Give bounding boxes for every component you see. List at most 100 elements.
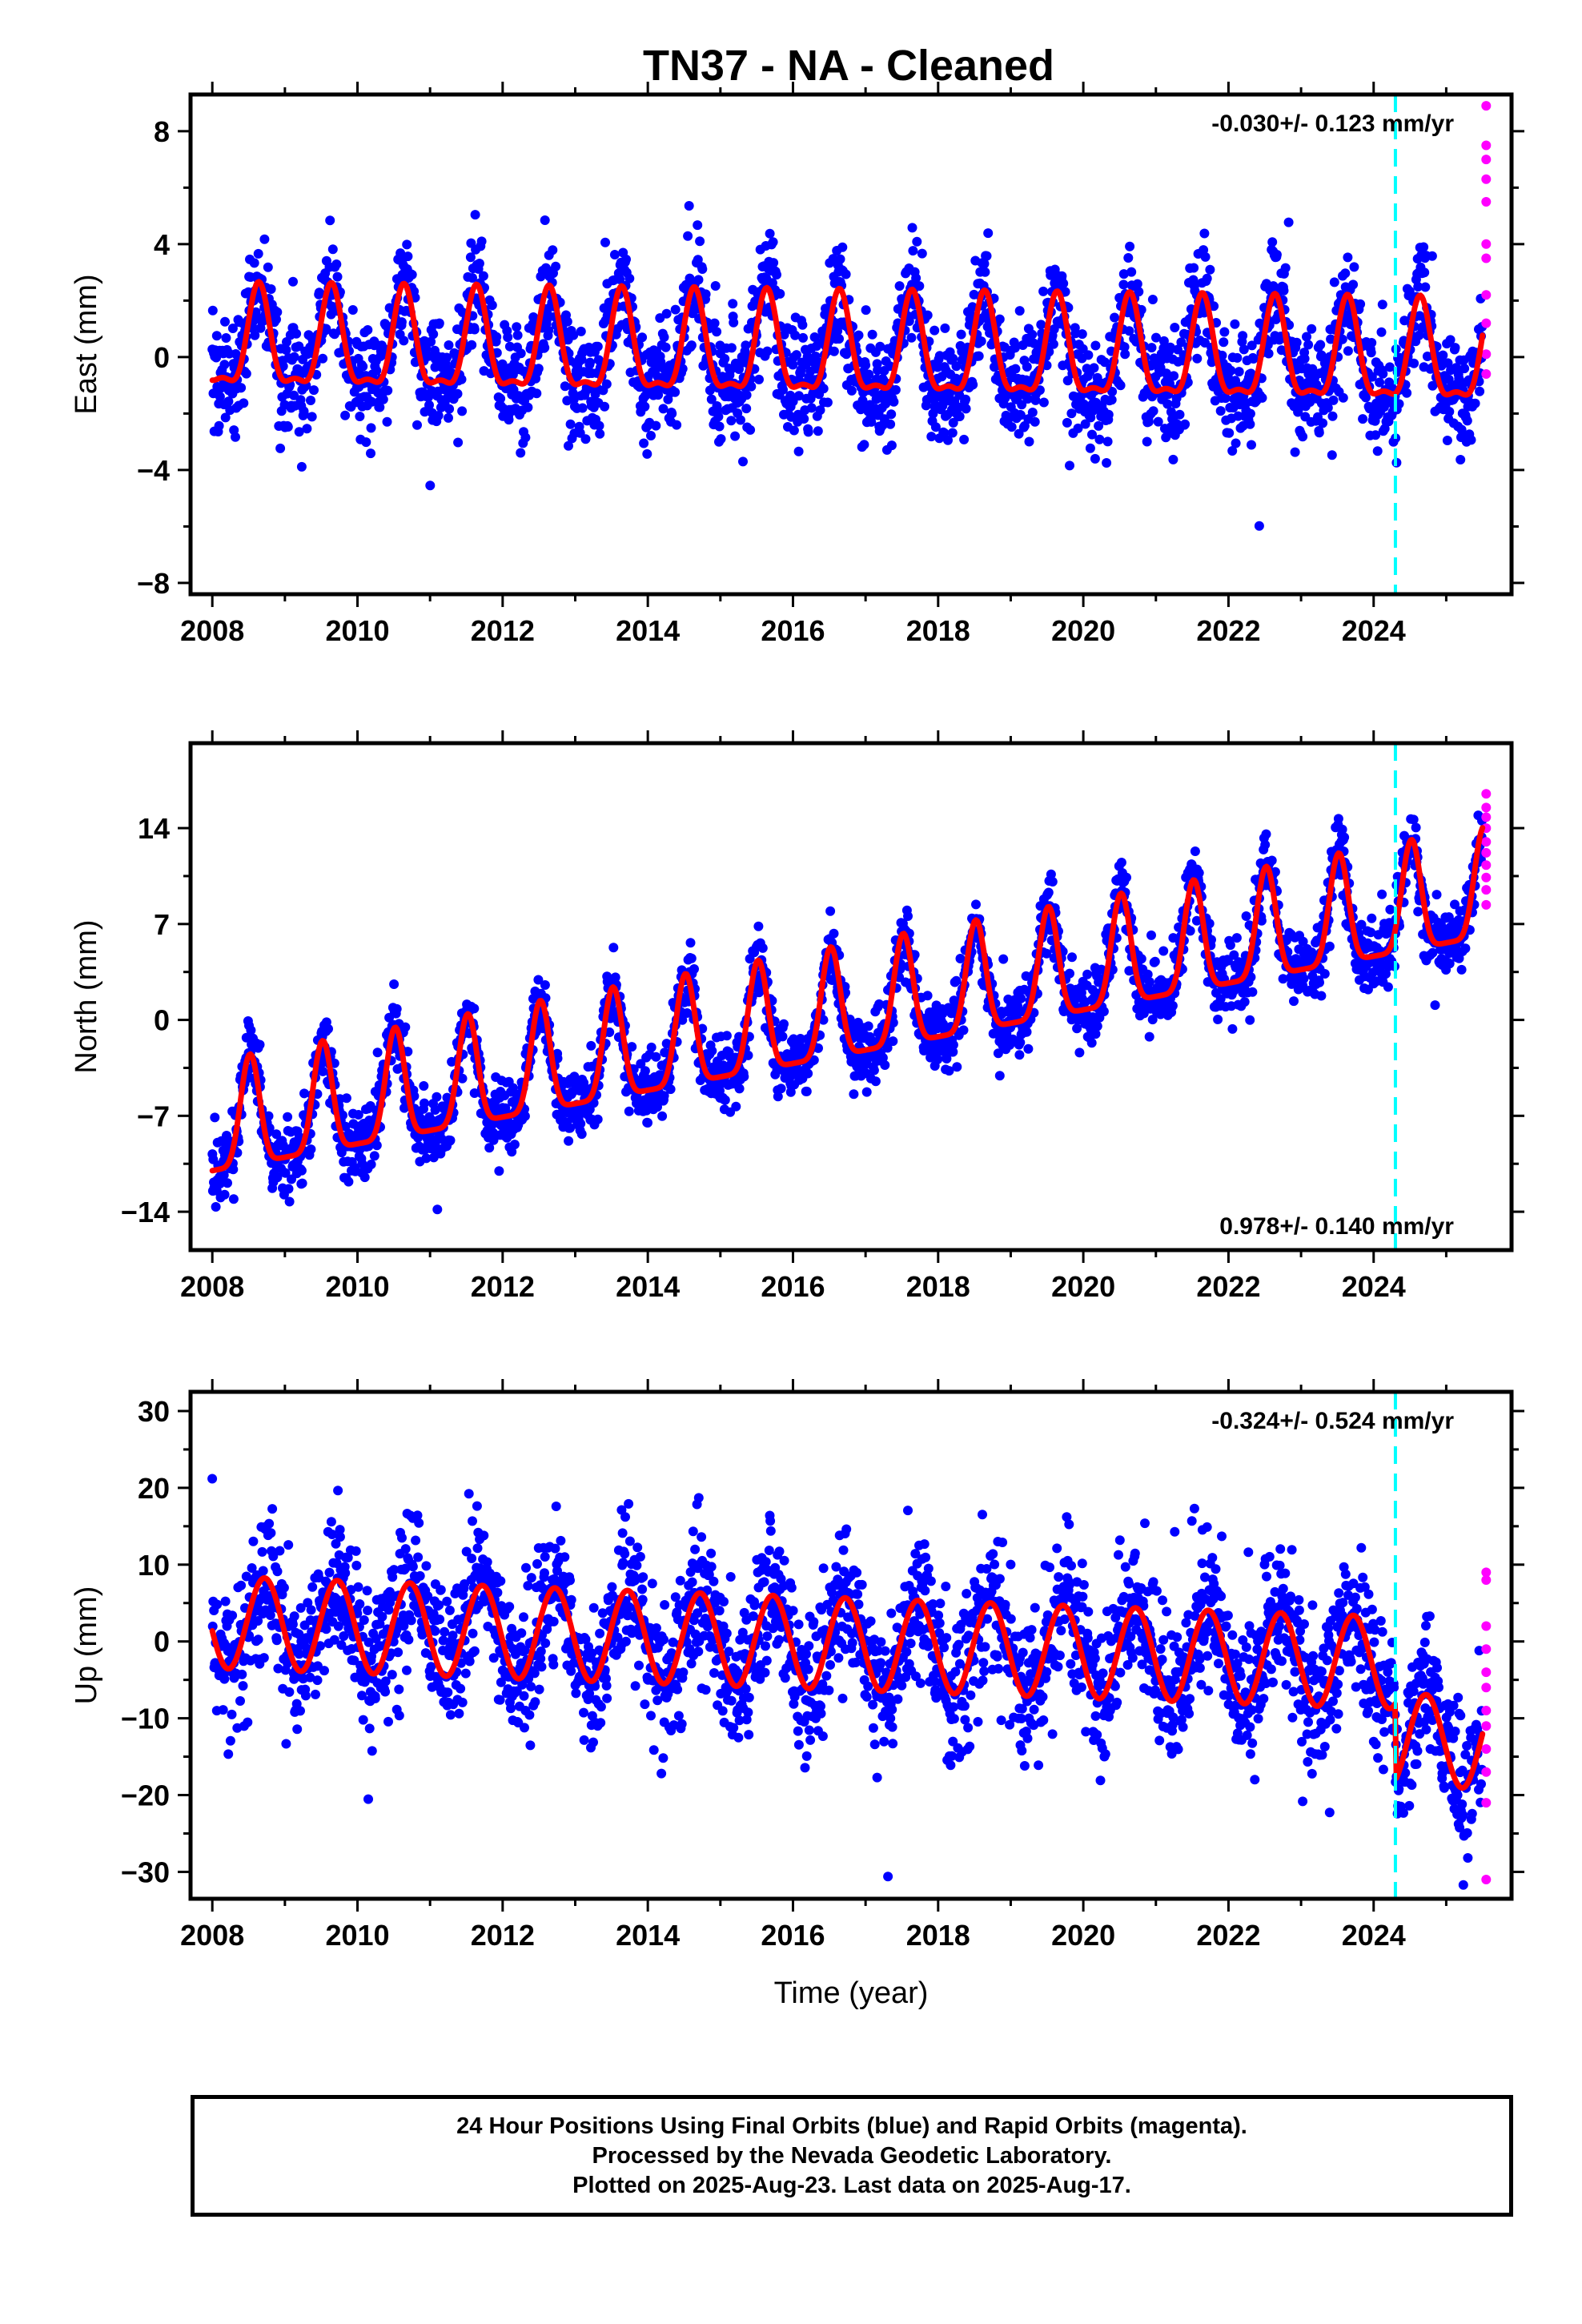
east-final-point	[1102, 436, 1113, 447]
east-final-point	[1119, 342, 1130, 352]
east-final-point	[469, 324, 480, 335]
north-final-point	[1267, 855, 1277, 866]
east-final-point	[976, 336, 986, 347]
north-final-point	[1185, 926, 1195, 936]
east-final-point	[1103, 409, 1114, 420]
north-final-point	[576, 1129, 587, 1140]
north-final-point	[318, 1066, 328, 1076]
east-final-point	[670, 304, 681, 315]
east-final-point	[540, 215, 550, 225]
east-final-point	[1215, 406, 1226, 416]
east-final-point	[1030, 416, 1040, 427]
east-final-point	[894, 281, 905, 292]
north-final-point	[1092, 1021, 1102, 1031]
east-final-point	[911, 273, 921, 283]
east-final-point	[926, 432, 937, 442]
east-final-point	[601, 379, 612, 389]
east-x-tick-label: 2022	[1196, 614, 1260, 647]
east-final-point	[1085, 443, 1095, 453]
east-final-point	[220, 412, 231, 423]
north-final-point	[1136, 954, 1146, 964]
east-final-point	[496, 393, 506, 404]
east-final-point	[266, 284, 276, 294]
north-final-point	[592, 1114, 603, 1124]
east-final-point	[1338, 392, 1348, 403]
east-final-point	[799, 414, 809, 424]
north-final-point	[419, 1081, 429, 1091]
east-final-point	[215, 392, 225, 402]
north-plot-area	[207, 789, 1492, 1215]
east-final-point	[1107, 387, 1118, 396]
east-final-point	[1022, 362, 1032, 372]
north-final-point	[1167, 1000, 1178, 1011]
north-final-point	[627, 1042, 637, 1052]
north-final-point	[825, 906, 836, 916]
east-final-point	[798, 332, 808, 343]
north-final-point	[971, 899, 981, 910]
east-final-point	[793, 446, 804, 456]
east-final-point	[907, 223, 917, 233]
north-final-point	[1082, 969, 1093, 979]
east-final-point	[399, 336, 409, 346]
east-final-point	[621, 254, 631, 264]
east-final-point	[1202, 273, 1212, 283]
east-final-point	[1343, 346, 1353, 356]
north-final-point	[540, 980, 550, 990]
east-final-point	[307, 412, 317, 422]
east-final-point	[214, 420, 224, 431]
east-final-point	[1238, 331, 1248, 341]
east-final-point	[1420, 282, 1431, 292]
east-final-point	[516, 448, 526, 458]
north-final-point	[211, 1202, 221, 1212]
east-final-point	[595, 428, 605, 439]
east-final-point	[302, 424, 312, 434]
north-final-point	[863, 1021, 873, 1031]
north-final-point	[283, 1112, 293, 1122]
east-final-point	[867, 329, 877, 340]
east-final-point	[207, 305, 218, 316]
north-final-point	[1239, 997, 1250, 1007]
east-final-point	[467, 340, 477, 350]
north-final-point	[861, 1087, 872, 1097]
east-final-point	[250, 330, 260, 340]
east-final-point	[651, 420, 661, 431]
north-final-point	[403, 1047, 413, 1057]
east-final-point	[1299, 353, 1310, 364]
east-final-point	[914, 281, 925, 292]
east-final-point	[1224, 428, 1235, 438]
east-final-point	[1366, 348, 1376, 358]
east-final-point	[452, 388, 463, 399]
north-final-point	[1190, 846, 1200, 856]
east-final-point	[523, 402, 533, 412]
east-final-point	[456, 374, 467, 384]
north-final-point	[1231, 933, 1242, 943]
north-final-point	[1315, 977, 1324, 987]
east-final-point	[396, 317, 407, 328]
east-final-point	[516, 348, 526, 359]
east-model-fit-line	[209, 279, 1486, 398]
east-final-point	[520, 432, 531, 443]
east-final-point	[994, 314, 1005, 324]
east-final-point	[1460, 364, 1470, 374]
east-final-point	[697, 264, 708, 274]
north-final-point	[500, 1103, 511, 1113]
east-final-point	[746, 381, 757, 392]
east-final-point	[861, 360, 871, 370]
north-final-point	[323, 1023, 333, 1034]
east-final-point	[624, 273, 635, 283]
north-final-point	[564, 1136, 574, 1146]
north-final-point	[336, 1148, 347, 1158]
east-final-point	[769, 258, 779, 268]
east-final-point	[542, 309, 552, 320]
north-final-point	[1065, 968, 1074, 979]
east-final-point	[1279, 285, 1289, 296]
north-final-point	[643, 1118, 652, 1128]
east-final-point	[833, 326, 843, 336]
east-final-point	[857, 396, 868, 406]
north-final-point	[951, 975, 962, 986]
east-final-point	[1058, 279, 1069, 288]
north-final-point	[366, 1160, 376, 1169]
north-final-point	[707, 1046, 717, 1056]
north-final-point	[720, 1095, 730, 1105]
